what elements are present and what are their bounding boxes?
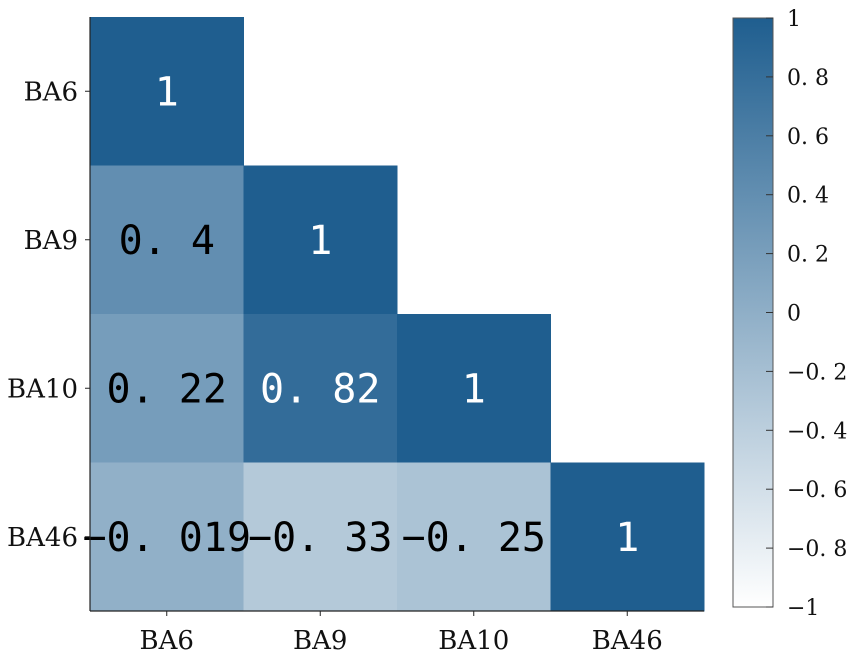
y-tick-label-ba6: BA6: [24, 77, 78, 107]
colorbar-tick-label: 0. 8: [787, 66, 829, 91]
cell-label-ba46-ba10: −0. 25: [402, 515, 547, 561]
colorbar-tick-label: 0. 6: [787, 125, 829, 150]
cell-label-ba10-ba9: 0. 82: [260, 366, 380, 412]
cell-ba46-ba46: [550, 462, 705, 612]
x-tick-label-ba6: BA6: [140, 626, 194, 656]
cell-label-ba10-ba6: 0. 22: [107, 366, 227, 412]
x-tick-label-ba9: BA9: [293, 626, 347, 656]
colorbar-tick-label: −0. 4: [787, 419, 847, 444]
colorbar-tick-label: 1: [787, 7, 801, 32]
colorbar-tick-label: −1: [787, 596, 819, 621]
x-tick-label-ba46: BA46: [592, 626, 663, 656]
cell-ba9-ba9: [243, 165, 398, 315]
cell-label-ba10-ba10: 1: [462, 366, 486, 412]
cell-ba10-ba10: [397, 314, 551, 463]
cell-ba10-ba6: [90, 314, 244, 463]
colorbar-tick-label: 0: [787, 302, 801, 327]
y-tick-label-ba46: BA46: [7, 523, 78, 553]
cell-label-ba9-ba6: 0. 4: [119, 218, 215, 264]
cell-ba46-ba6: [90, 462, 244, 612]
cell-label-ba9-ba9: 1: [308, 218, 332, 264]
colorbar-tick-label: 0. 4: [787, 184, 829, 209]
colorbar: 1 0. 8 0. 6 0. 4 0. 2 0 −0. 2 −0. 4 −0. 6 −0. 8 −1: [732, 7, 847, 621]
heatmap-axes: BA6 BA9 BA10 BA46 BA6 BA9 BA10 BA46: [7, 17, 704, 656]
cell-ba10-ba9: [243, 314, 398, 463]
colorbar-tick-label: −0. 6: [787, 478, 847, 503]
y-tick-label-ba9: BA9: [24, 226, 78, 256]
x-tick-label-ba10: BA10: [438, 626, 509, 656]
cell-label-ba46-ba46: 1: [615, 515, 639, 561]
cell-label-ba46-ba9: −0. 33: [248, 515, 393, 561]
cell-label-ba6-ba6: 1: [155, 69, 179, 115]
heatmap-cell-labels: 1 0. 4 1 0. 22 0. 82 1 −0. 019−0. 33 −0. 25 1: [82, 69, 639, 561]
cell-ba9-ba6: [90, 165, 244, 315]
colorbar-tick-label: −0. 2: [787, 360, 847, 385]
cell-label-ba46-ba6: −0. 019: [82, 515, 251, 561]
cell-ba46-ba10: [397, 462, 551, 612]
y-tick-label-ba10: BA10: [7, 374, 78, 404]
cell-ba46-ba9: [243, 462, 398, 612]
colorbar-tick-label: 0. 2: [787, 243, 829, 268]
heatmap-cells: [90, 17, 705, 612]
colorbar-tick-label: −0. 8: [787, 537, 847, 562]
cell-ba6-ba6: [90, 17, 244, 166]
